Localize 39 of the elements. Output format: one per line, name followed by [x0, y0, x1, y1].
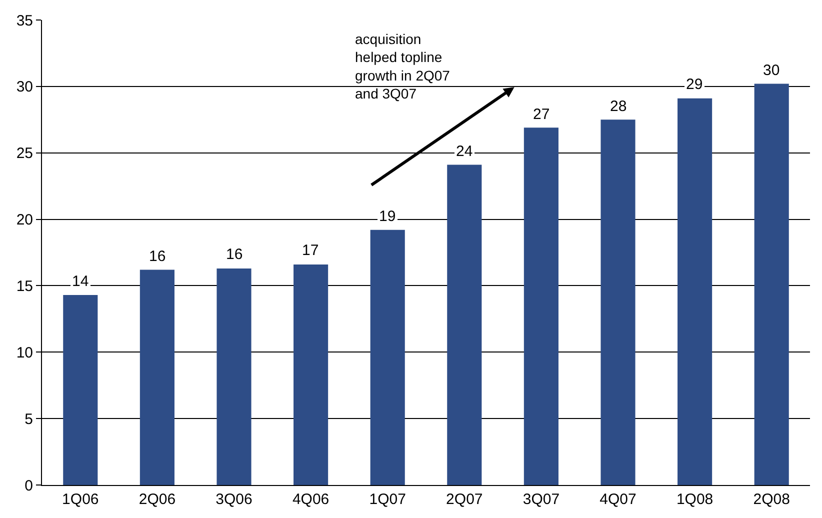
data-label: 28 [610, 98, 627, 115]
x-tick-label: 1Q07 [369, 491, 406, 508]
data-label: 19 [379, 208, 396, 225]
x-tick-label: 3Q07 [522, 491, 560, 508]
annotation: acquisition helped topline growth in 2Q07 and 3Q07 [355, 31, 450, 102]
bar [294, 264, 328, 485]
bar [63, 295, 98, 485]
bar [524, 128, 558, 485]
bar [447, 164, 482, 485]
x-tick-label: 2Q06 [138, 491, 176, 508]
x-tick-label: 2Q07 [446, 491, 483, 508]
y-tick-label: 10 [16, 344, 33, 362]
bar [678, 98, 712, 485]
data-label: 24 [456, 143, 473, 160]
data-label: 27 [533, 106, 550, 123]
x-tick-label: 1Q06 [62, 491, 99, 508]
x-tick-label: 1Q08 [676, 491, 714, 508]
data-label: 17 [302, 242, 319, 259]
y-tick-label: 15 [16, 278, 33, 295]
x-tick-label: 4Q07 [600, 491, 636, 508]
y-tick-label: 20 [16, 212, 33, 229]
data-label: 29 [686, 76, 703, 93]
x-tick-label: 3Q06 [216, 491, 252, 508]
bar [754, 84, 789, 485]
y-tick-label: 35 [16, 12, 33, 30]
data-label: 14 [72, 273, 89, 290]
x-tick-label: 4Q06 [292, 491, 330, 508]
x-tick-label: 2Q08 [753, 491, 790, 508]
y-tick-label: 5 [24, 410, 33, 428]
data-label: 30 [763, 62, 780, 79]
bar [140, 270, 174, 485]
y-tick-label: 30 [16, 78, 33, 96]
bar [370, 230, 405, 485]
y-tick-label: 25 [16, 145, 33, 162]
bar [600, 120, 636, 485]
bar [216, 268, 252, 485]
data-label: 16 [149, 248, 166, 265]
y-tick-label: 0 [24, 477, 33, 494]
data-label: 16 [226, 246, 243, 263]
